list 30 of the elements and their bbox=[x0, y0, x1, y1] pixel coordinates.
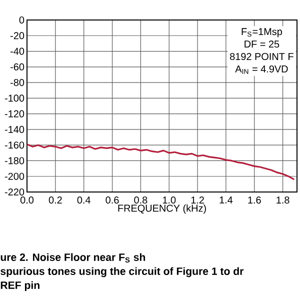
x-tick-label: 1.2 bbox=[191, 196, 204, 204]
y-tick-label: -200 bbox=[4, 172, 24, 180]
annotation: A$_{IN}$ = 4.9VD bbox=[235, 65, 288, 74]
y-tick-label: -40 bbox=[10, 48, 24, 55]
y-tick-label: -160 bbox=[4, 142, 24, 149]
x-tick-label: 0.2 bbox=[48, 196, 62, 204]
y-tick-label: -180 bbox=[4, 157, 24, 164]
y-tick-label: -120 bbox=[4, 110, 24, 118]
x-tick-label: 0.4 bbox=[77, 196, 90, 204]
x-axis-title: FREQUENCY (kHz) bbox=[118, 204, 206, 214]
x-tick-label: 1.8 bbox=[276, 196, 290, 204]
y-tick-label: -140 bbox=[4, 126, 24, 133]
text: REF pin bbox=[0, 281, 40, 292]
annotation: DF = 25 bbox=[244, 40, 280, 48]
y-tick-label: -60 bbox=[10, 63, 24, 70]
y-tick-label: -220 bbox=[4, 188, 24, 196]
y-tick-label: -80 bbox=[10, 79, 24, 86]
text: spurious tones using the circuit of Figure 1 to dr bbox=[0, 267, 244, 278]
annotation: 8192 POINT F bbox=[230, 52, 294, 60]
x-tick-label: 1.0 bbox=[162, 196, 176, 204]
x-tick-label: 0.0 bbox=[20, 196, 34, 204]
x-tick-label: 0.6 bbox=[106, 196, 119, 204]
y-tick-label: -100 bbox=[4, 94, 24, 102]
x-tick-label: 1.6 bbox=[248, 196, 261, 204]
text: ure 2. Noise Floor near F$_{S}$ sh bbox=[0, 253, 146, 263]
annotation: F$_{S}$=1Msp bbox=[242, 28, 282, 38]
x-tick-label: 1.4 bbox=[220, 196, 233, 204]
y-tick-label: 0 bbox=[19, 16, 24, 24]
x-tick-label: 0.8 bbox=[134, 196, 148, 204]
y-tick-label: -20 bbox=[10, 32, 24, 40]
